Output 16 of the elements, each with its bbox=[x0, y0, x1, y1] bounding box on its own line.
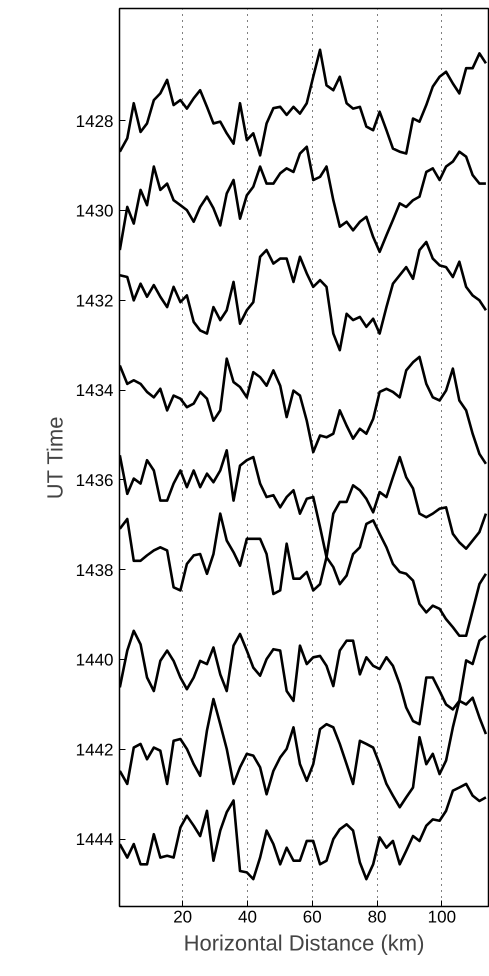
y-tick-label: 1434 bbox=[76, 381, 114, 400]
x-tick-label: 60 bbox=[302, 908, 322, 926]
y-tick-label: 1438 bbox=[76, 560, 114, 580]
y-tick-label: 1442 bbox=[76, 740, 114, 760]
x-tick-label: 100 bbox=[428, 908, 456, 926]
x-axis-title: Horizontal Distance (km) bbox=[184, 930, 424, 956]
y-tick-label: 1428 bbox=[76, 112, 114, 131]
x-tick-label: 20 bbox=[173, 908, 192, 926]
y-tick-label: 1440 bbox=[76, 650, 114, 670]
y-tick-label: 1444 bbox=[76, 830, 114, 850]
x-tick-label: 80 bbox=[368, 908, 387, 926]
y-tick-label: 1432 bbox=[76, 291, 114, 310]
y-tick-label: 1430 bbox=[76, 202, 114, 221]
y-tick-label: 1436 bbox=[76, 470, 114, 490]
y-axis-title: UT Time bbox=[42, 416, 68, 500]
x-tick-label: 40 bbox=[238, 908, 257, 926]
